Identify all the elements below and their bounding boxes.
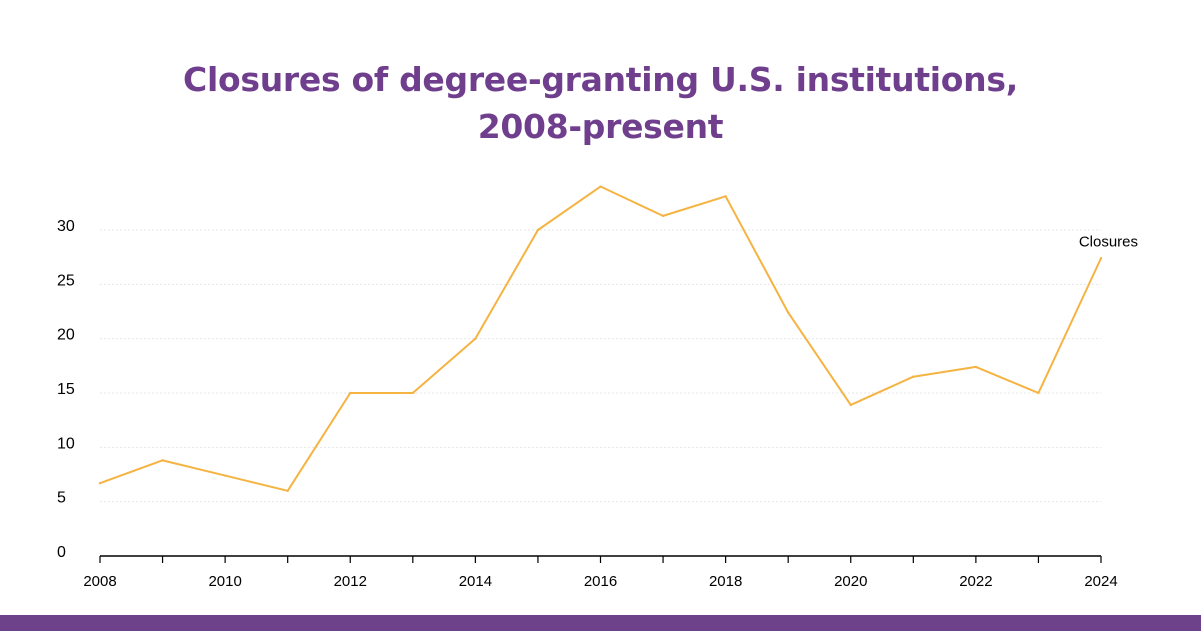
x-tick-label: 2012 <box>334 573 367 590</box>
x-tick-label: 2010 <box>208 573 241 590</box>
y-tick-label: 15 <box>57 381 75 398</box>
data-point <box>974 365 978 369</box>
gridlines <box>100 229 1101 503</box>
data-point <box>286 489 289 492</box>
data-point <box>599 185 602 188</box>
data-point <box>724 195 727 198</box>
data-point <box>474 337 477 340</box>
series-layer: Closures <box>98 185 1138 492</box>
x-tick-label: 2008 <box>83 573 116 590</box>
data-point <box>661 214 665 218</box>
y-tick-label: 5 <box>57 490 66 507</box>
data-point <box>536 228 540 232</box>
x-axis-ticks <box>99 556 1102 563</box>
x-tick-label: 2022 <box>959 573 992 590</box>
data-point <box>411 391 415 395</box>
x-tick-label: 2014 <box>459 573 492 590</box>
data-point <box>349 391 352 395</box>
y-tick-label: 20 <box>57 327 75 344</box>
footer-accent-bar <box>0 615 1201 631</box>
data-point <box>161 459 164 462</box>
y-tick-label: 0 <box>57 544 66 561</box>
series-label: Closures <box>1079 233 1138 250</box>
data-point <box>849 403 852 407</box>
chart-title-line-2: 2008-present <box>477 107 724 146</box>
x-axis-labels: 2008 2010 2012 2014 2016 2018 2020 2022 2024 <box>83 573 1117 590</box>
data-point <box>1037 391 1040 395</box>
chart-title: Closures of degree-granting U.S. institu… <box>0 56 1201 150</box>
data-point <box>98 481 102 485</box>
data-point <box>786 311 790 314</box>
chart-title-line-1: Closures of degree-granting U.S. institu… <box>183 60 1018 99</box>
x-tick-label: 2016 <box>584 573 617 590</box>
x-tick-label: 2024 <box>1084 573 1117 590</box>
x-tick-label: 2020 <box>834 573 867 590</box>
y-axis-labels: 0 5 10 15 20 25 30 <box>57 218 75 561</box>
y-tick-label: 25 <box>57 272 75 289</box>
x-tick-label: 2018 <box>709 573 742 590</box>
data-point <box>1099 257 1103 260</box>
data-point <box>223 474 227 477</box>
y-tick-label: 10 <box>57 435 75 452</box>
y-tick-label: 30 <box>57 218 75 235</box>
data-point <box>912 375 915 378</box>
